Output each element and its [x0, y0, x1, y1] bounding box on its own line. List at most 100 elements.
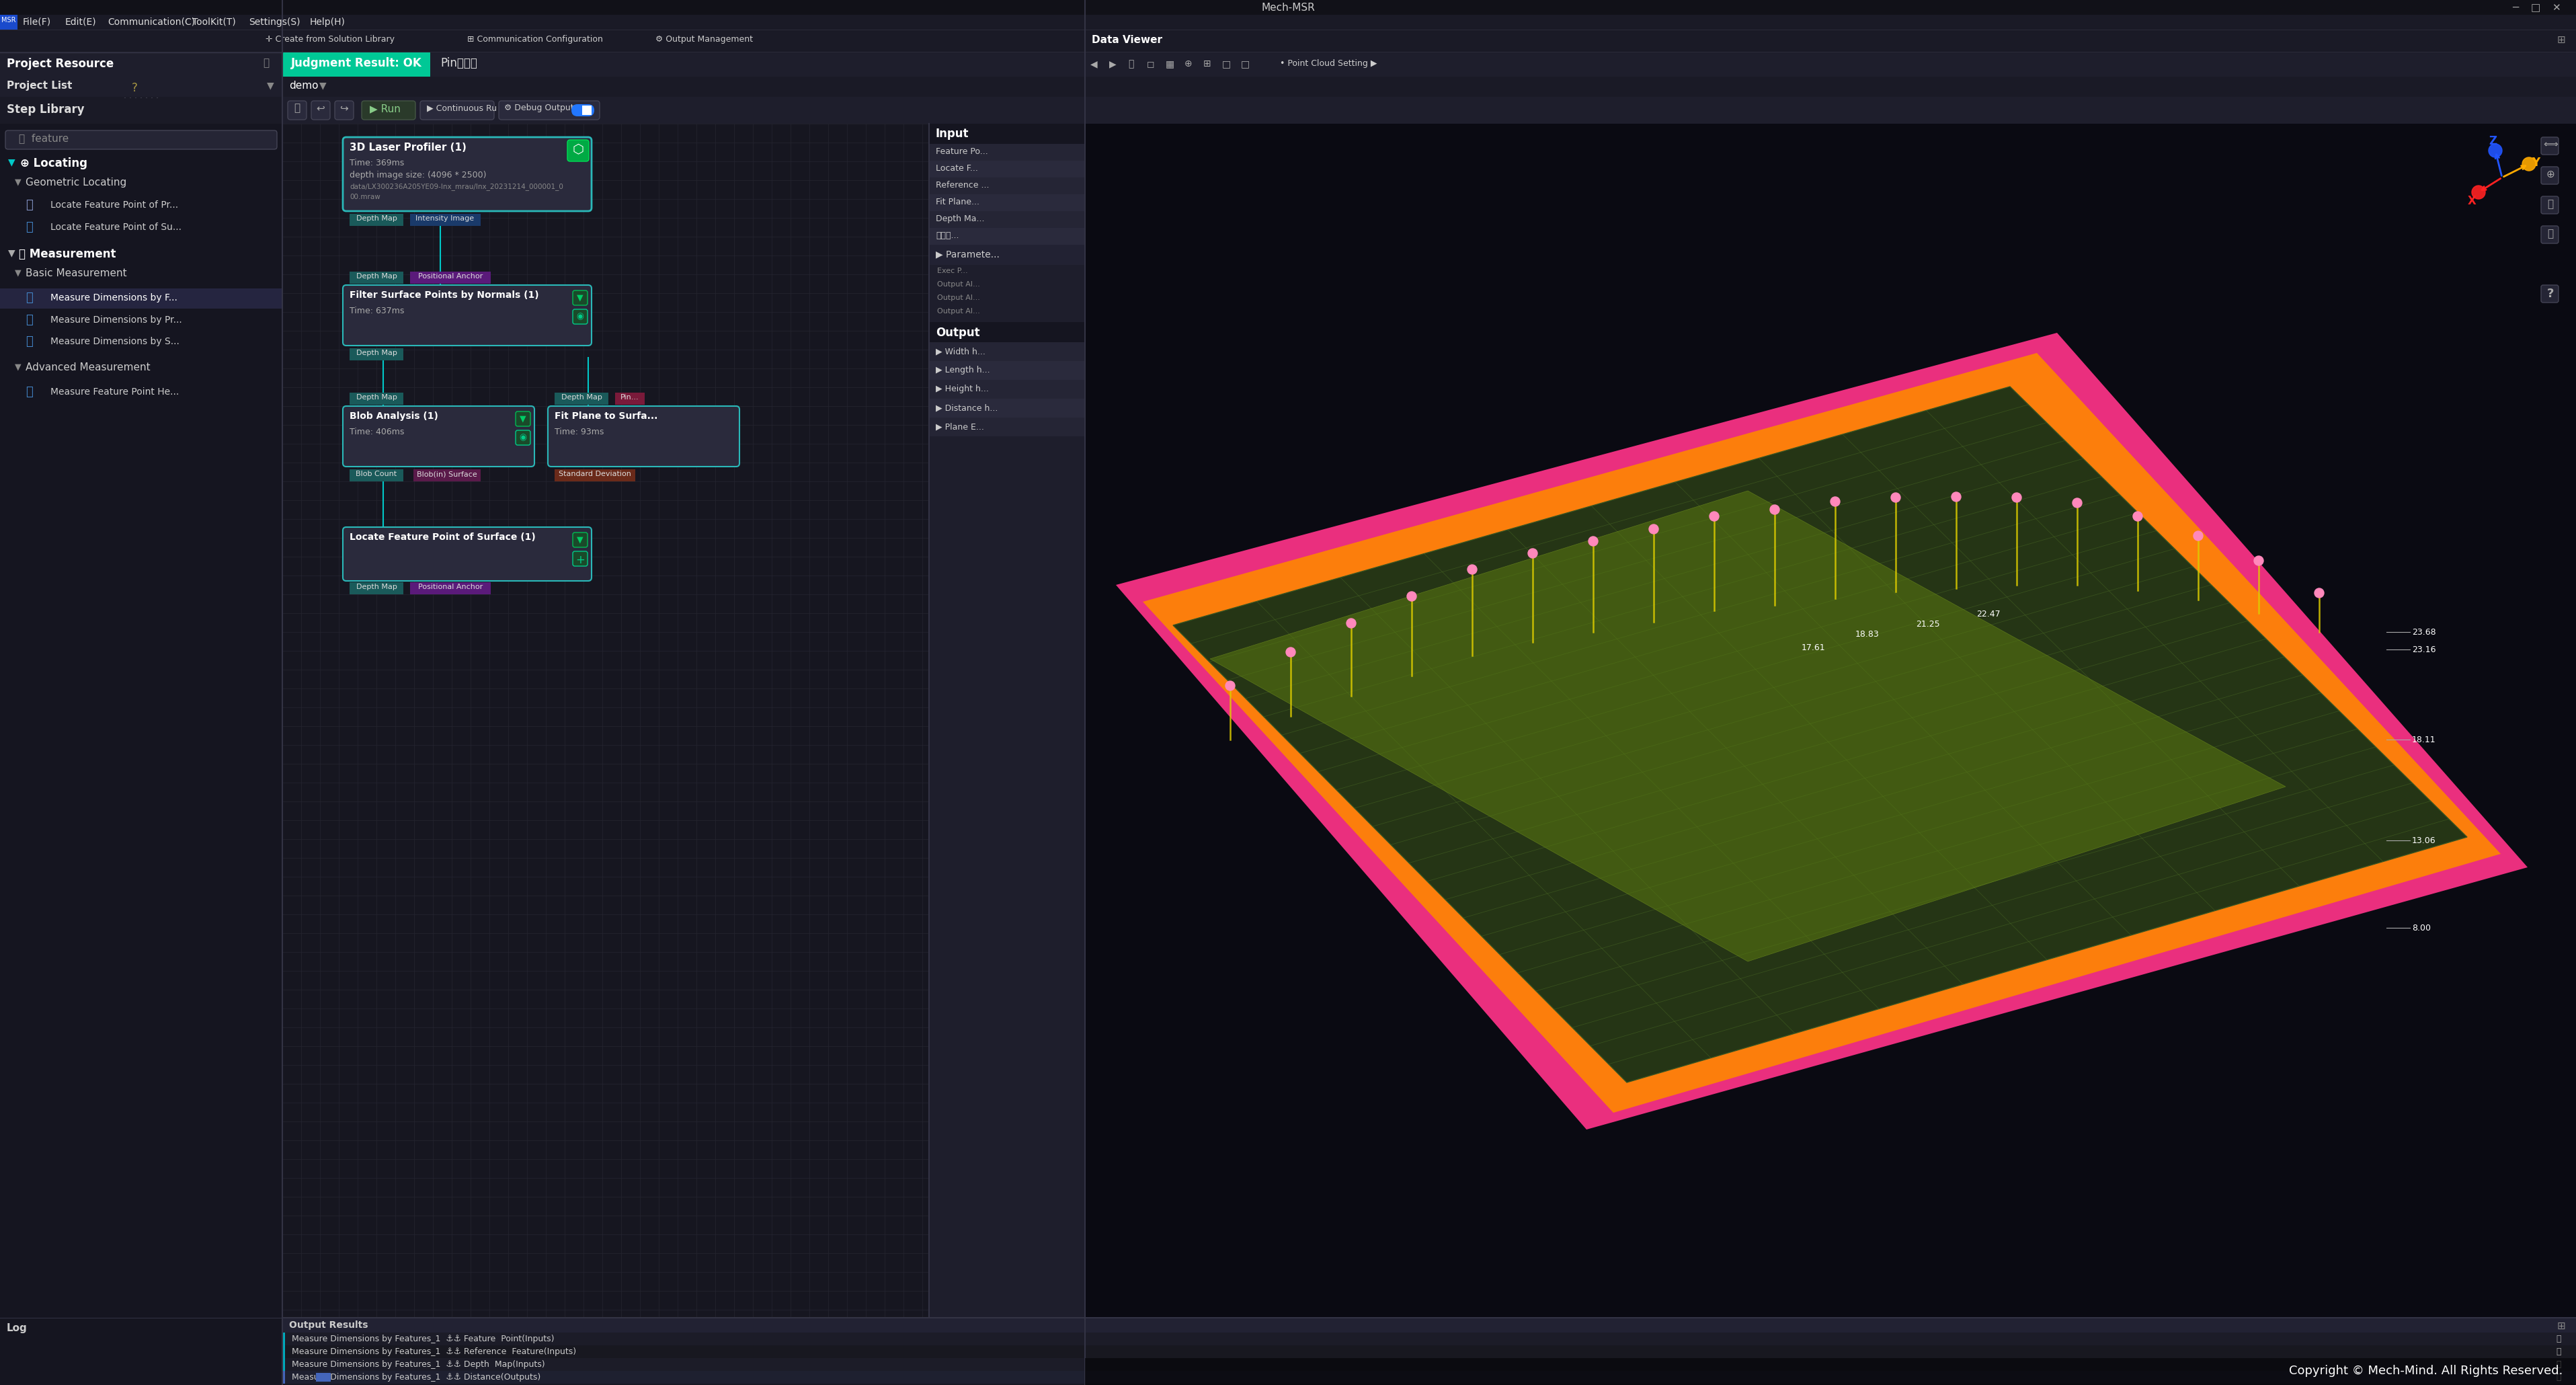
Bar — [283, 1371, 2576, 1384]
Bar — [1084, 1359, 2576, 1385]
Text: ▼: ▼ — [8, 248, 15, 258]
Text: ◉: ◉ — [520, 434, 526, 442]
Text: 📏: 📏 — [26, 335, 33, 348]
Circle shape — [1770, 506, 1780, 514]
Bar — [410, 582, 492, 594]
Text: Measure Dimensions by S...: Measure Dimensions by S... — [52, 337, 180, 346]
Text: Input: Input — [935, 127, 969, 140]
FancyBboxPatch shape — [572, 104, 595, 116]
Text: demo: demo — [289, 80, 319, 91]
FancyBboxPatch shape — [343, 406, 533, 467]
Bar — [283, 1345, 286, 1359]
Text: 👁: 👁 — [2555, 1348, 2561, 1356]
Bar — [0, 1317, 2576, 1385]
Text: Advanced Measurement: Advanced Measurement — [26, 363, 149, 373]
Bar — [0, 15, 18, 29]
Text: □: □ — [1242, 60, 1249, 69]
Circle shape — [2074, 499, 2081, 508]
Text: Y: Y — [2532, 157, 2540, 169]
Bar — [350, 271, 404, 284]
Text: Data Viewer: Data Viewer — [1092, 35, 1162, 46]
Text: Measure Dimensions by Features_1  ⚓⚓ Feature  Point(Inputs): Measure Dimensions by Features_1 ⚓⚓ Feat… — [291, 1335, 554, 1343]
Text: Depth Map: Depth Map — [355, 215, 397, 222]
Bar — [930, 161, 1084, 177]
Text: 13.06: 13.06 — [2411, 837, 2437, 845]
Text: ⊕: ⊕ — [1185, 60, 1193, 69]
Text: ◉: ◉ — [577, 312, 585, 321]
Text: Intensity Image: Intensity Image — [415, 215, 474, 222]
Circle shape — [1891, 493, 1901, 503]
Circle shape — [1285, 647, 1296, 656]
Text: Communication(C): Communication(C) — [108, 18, 196, 26]
Text: Output Al...: Output Al... — [938, 295, 979, 301]
Text: ⚙ Output Management: ⚙ Output Management — [654, 35, 752, 44]
FancyBboxPatch shape — [289, 101, 307, 119]
FancyBboxPatch shape — [312, 101, 330, 119]
Text: Output Al...: Output Al... — [938, 281, 979, 288]
Text: ↪: ↪ — [340, 102, 348, 114]
Bar — [0, 15, 2576, 29]
Polygon shape — [1144, 353, 2501, 1112]
Bar — [410, 271, 492, 284]
Bar — [350, 470, 404, 482]
Bar — [283, 1345, 2576, 1359]
Bar — [1084, 123, 2576, 1317]
Text: 📐: 📐 — [26, 314, 33, 325]
Text: Help(H): Help(H) — [309, 18, 345, 26]
FancyBboxPatch shape — [5, 130, 278, 150]
Text: 🔎: 🔎 — [2548, 229, 2553, 238]
Bar — [930, 123, 1084, 144]
Bar — [930, 342, 1084, 361]
Circle shape — [2133, 511, 2143, 521]
Circle shape — [2488, 144, 2501, 158]
Text: 21.25: 21.25 — [1917, 620, 1940, 629]
Bar — [1084, 53, 2576, 76]
Circle shape — [1832, 497, 1839, 507]
Text: ⚙ Debug Output: ⚙ Debug Output — [505, 104, 574, 112]
Text: Time: 637ms: Time: 637ms — [350, 306, 404, 316]
Text: Fit Plane...: Fit Plane... — [935, 198, 979, 206]
Bar — [317, 1373, 330, 1382]
Text: ▶ Plane E...: ▶ Plane E... — [935, 422, 984, 431]
Bar — [930, 123, 1084, 1317]
Text: ▼: ▼ — [319, 80, 327, 90]
Text: Reference ...: Reference ... — [935, 181, 989, 190]
Text: 18.83: 18.83 — [1855, 630, 1880, 638]
Text: ⊞ Communication Configuration: ⊞ Communication Configuration — [466, 35, 603, 44]
Text: 🔍: 🔍 — [2548, 199, 2553, 209]
Text: depth image size: (4096 * 2500): depth image size: (4096 * 2500) — [350, 170, 487, 180]
Circle shape — [1710, 511, 1718, 521]
Text: Depth Map: Depth Map — [355, 273, 397, 280]
Text: 18.11: 18.11 — [2411, 735, 2437, 744]
Text: Positional Anchor: Positional Anchor — [417, 273, 482, 280]
Text: Locate Feature Point of Surface (1): Locate Feature Point of Surface (1) — [350, 532, 536, 542]
Text: Exec P...: Exec P... — [938, 267, 969, 274]
Text: 23.16: 23.16 — [2411, 645, 2437, 654]
Bar — [930, 379, 1084, 399]
Text: Depth Map: Depth Map — [562, 393, 603, 400]
Bar — [283, 97, 2576, 123]
Circle shape — [2195, 530, 2202, 540]
Bar — [930, 211, 1084, 229]
Text: ✕: ✕ — [2553, 3, 2561, 12]
FancyBboxPatch shape — [343, 285, 592, 346]
Text: Output: Output — [935, 327, 979, 339]
Text: Z: Z — [2488, 136, 2496, 147]
FancyBboxPatch shape — [361, 101, 415, 119]
Text: ▼: ▼ — [268, 80, 273, 90]
Text: ◀: ◀ — [1090, 60, 1097, 69]
Bar — [930, 194, 1084, 211]
Bar — [930, 417, 1084, 436]
Text: Locate Feature Point of Su...: Locate Feature Point of Su... — [52, 223, 180, 231]
Text: ▼: ▼ — [15, 269, 21, 277]
Text: Measure Dimensions by Features_1  ⚓⚓ Depth  Map(Inputs): Measure Dimensions by Features_1 ⚓⚓ Dept… — [291, 1360, 546, 1368]
Text: 🎯: 🎯 — [26, 222, 33, 233]
Text: Measure Dimensions by Features_1  ⚓⚓ Distance(Outputs): Measure Dimensions by Features_1 ⚓⚓ Dist… — [291, 1373, 541, 1382]
FancyBboxPatch shape — [2540, 166, 2558, 184]
FancyBboxPatch shape — [572, 291, 587, 305]
Bar — [350, 213, 404, 226]
Text: Copyright © Mech-Mind. All Rights Reserved.: Copyright © Mech-Mind. All Rights Reserv… — [2287, 1364, 2563, 1377]
Text: ▼: ▼ — [577, 294, 582, 302]
Text: Time: 369ms: Time: 369ms — [350, 159, 404, 168]
Text: Measure Dimensions by Pr...: Measure Dimensions by Pr... — [52, 316, 183, 324]
